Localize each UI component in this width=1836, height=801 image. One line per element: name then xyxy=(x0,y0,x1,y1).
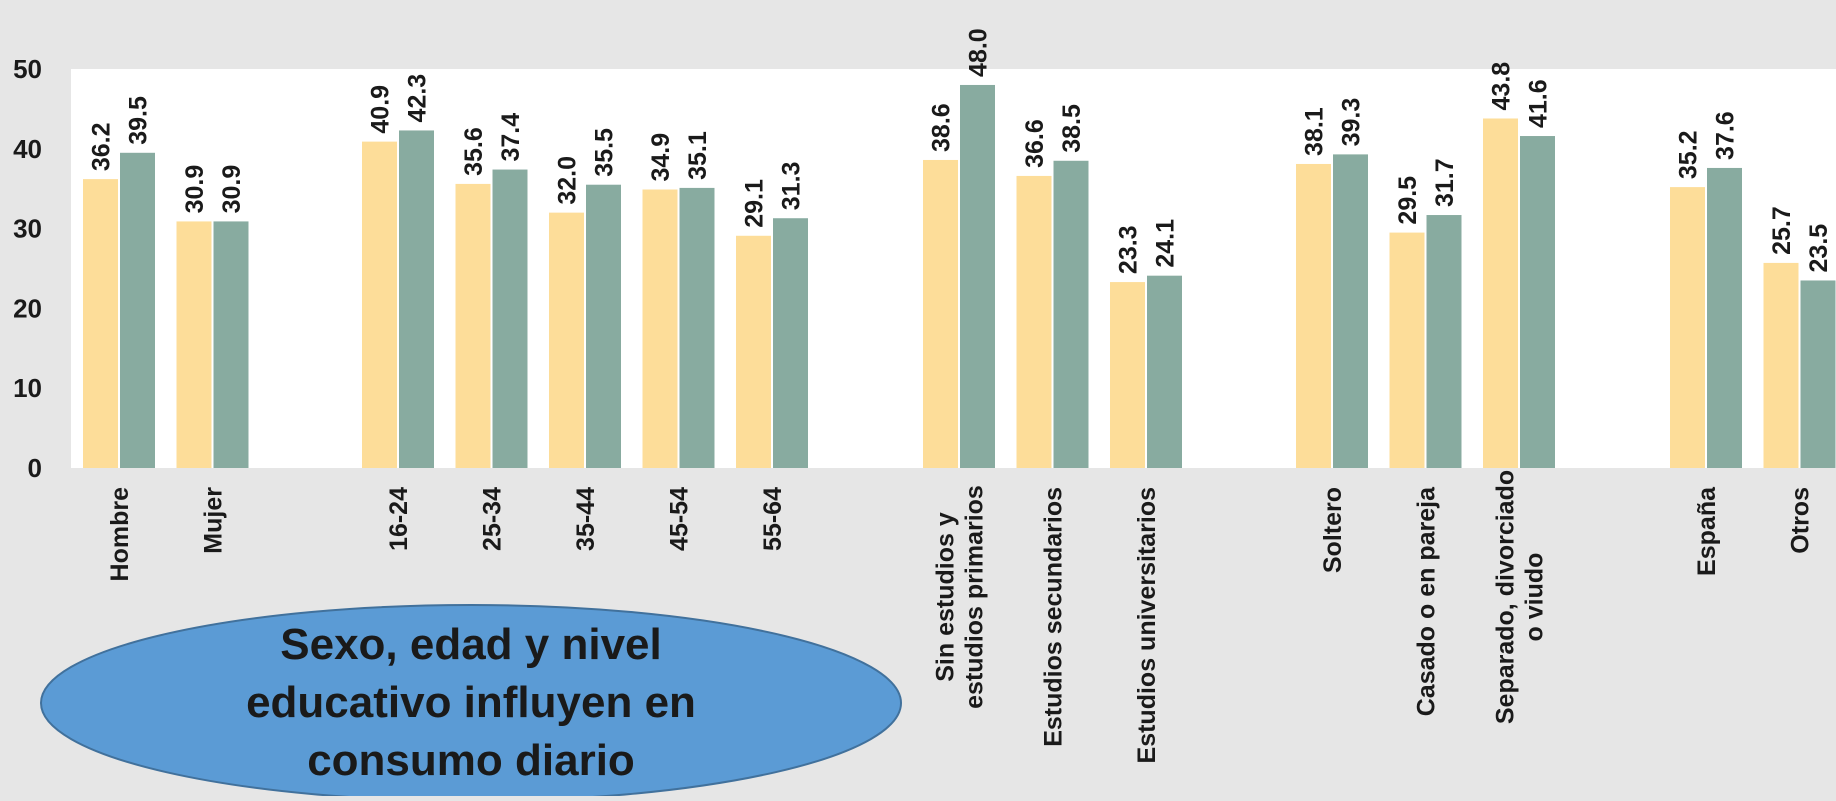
bar-series-1 xyxy=(642,189,678,469)
data-label: 25.7 xyxy=(1768,206,1796,255)
bar-series-2 xyxy=(120,152,155,469)
data-label: 24.1 xyxy=(1152,219,1180,268)
bar-series-1 xyxy=(923,159,958,469)
y-tick-label: 40 xyxy=(13,134,42,164)
data-label: 40.9 xyxy=(367,85,395,134)
bar-series-1 xyxy=(1763,262,1799,468)
data-label: 39.5 xyxy=(125,96,153,145)
data-label: 48.0 xyxy=(965,28,993,77)
data-label: 29.1 xyxy=(741,179,769,228)
data-label: 30.9 xyxy=(181,165,209,214)
y-tick-label: 10 xyxy=(13,373,42,403)
bar-series-1 xyxy=(455,183,491,469)
bar-series-2 xyxy=(213,221,249,468)
data-label: 37.6 xyxy=(1712,111,1740,160)
bar-series-1 xyxy=(176,221,212,468)
bar-series-1 xyxy=(549,212,584,468)
data-label: 36.6 xyxy=(1021,119,1049,168)
bar-series-1 xyxy=(736,235,771,468)
bar-series-2 xyxy=(1520,136,1555,469)
category-label: 55-64 xyxy=(759,487,787,551)
category-label: Estudios secundarios xyxy=(1040,487,1068,747)
y-tick-label: 0 xyxy=(28,453,42,483)
data-label: 35.5 xyxy=(591,128,619,177)
data-label: 35.2 xyxy=(1675,130,1703,179)
data-label: 31.7 xyxy=(1431,158,1459,207)
callout-text-line: Sexo, edad y nivel xyxy=(280,620,662,669)
data-label: 36.2 xyxy=(88,122,116,171)
data-label: 42.3 xyxy=(404,74,432,123)
bar-series-1 xyxy=(1110,282,1145,468)
category-label: 25-34 xyxy=(479,487,507,551)
category-label: Casado o en pareja xyxy=(1413,486,1441,716)
category-label: 45-54 xyxy=(666,487,694,551)
callout: Sexo, edad y nivel educativo influyen en c… xyxy=(40,604,902,801)
bar-series-2 xyxy=(1800,280,1836,468)
bar-series-2 xyxy=(1707,167,1742,468)
category-label: 16-24 xyxy=(385,487,413,551)
data-labels: 36.2 39.5 30.9 30.9 40.9 42.3 35.6 37.4 32.0 35.5… xyxy=(88,28,1834,274)
callout-ellipse xyxy=(40,604,902,801)
bar-series-2 xyxy=(960,84,995,469)
category-label: Hombre xyxy=(106,487,134,582)
callout-text-line: consumo diario xyxy=(307,736,635,785)
category-label: estudios primarios xyxy=(961,485,989,709)
bar-series-1 xyxy=(1016,175,1052,468)
category-label: Sin estudios y xyxy=(932,512,960,682)
category-label: 35-44 xyxy=(572,487,600,551)
data-label: 38.5 xyxy=(1058,104,1086,153)
y-tick-label: 20 xyxy=(13,293,42,323)
bar-series-2 xyxy=(679,187,715,469)
bar-series-1 xyxy=(1296,163,1331,468)
category-label: Estudios universitarios xyxy=(1133,487,1161,763)
data-label: 35.1 xyxy=(684,131,712,180)
bar-series-2 xyxy=(1053,160,1089,468)
data-label: 43.8 xyxy=(1488,62,1516,111)
bar-series-2 xyxy=(1426,215,1462,468)
data-label: 38.6 xyxy=(928,103,956,152)
data-label: 39.3 xyxy=(1338,98,1366,147)
y-tick-label: 30 xyxy=(13,214,42,244)
bar-series-1 xyxy=(83,179,118,468)
bar-series-1 xyxy=(1389,232,1425,468)
category-label: Soltero xyxy=(1319,487,1347,573)
bar-series-2 xyxy=(492,169,528,468)
data-label: 23.3 xyxy=(1115,225,1143,274)
x-axis-labels: Hombre Mujer 16-24 25-34 35-44 45-54 55-64 Sin … xyxy=(106,470,1815,764)
category-label: o viudo xyxy=(1521,553,1549,642)
data-label: 23.5 xyxy=(1805,224,1833,273)
data-label: 38.1 xyxy=(1301,107,1329,156)
bar-series-2 xyxy=(773,218,808,468)
bar-series-2 xyxy=(399,130,434,469)
bar-series-2 xyxy=(1147,275,1182,468)
data-label: 34.9 xyxy=(647,133,675,182)
category-label: Separado, divorciado xyxy=(1492,470,1520,724)
category-label: Mujer xyxy=(200,487,228,554)
bars xyxy=(83,84,1836,469)
data-label: 35.6 xyxy=(460,127,488,176)
callout-text-line: educativo influyen en xyxy=(246,678,696,727)
bar-series-1 xyxy=(1670,187,1705,468)
category-label: Otros xyxy=(1787,487,1815,554)
y-axis: 0 10 20 30 40 50 xyxy=(13,54,42,483)
bar-series-1 xyxy=(1483,118,1518,468)
data-label: 37.4 xyxy=(497,113,525,162)
data-label: 30.9 xyxy=(218,165,246,214)
category-label: España xyxy=(1693,486,1721,576)
y-tick-label: 50 xyxy=(13,54,42,84)
bar-series-1 xyxy=(362,141,397,469)
bar-series-2 xyxy=(1333,154,1368,469)
data-label: 29.5 xyxy=(1394,176,1422,225)
bar-series-2 xyxy=(586,184,621,468)
data-label: 41.6 xyxy=(1525,79,1553,128)
data-label: 32.0 xyxy=(554,156,582,205)
data-label: 31.3 xyxy=(778,162,806,211)
